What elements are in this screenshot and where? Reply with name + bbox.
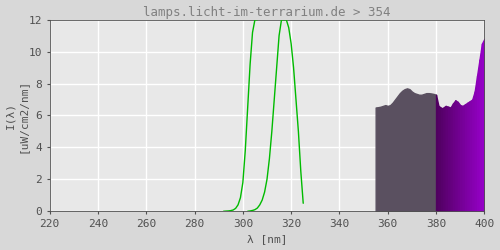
Title: lamps.licht-im-terrarium.de > 354: lamps.licht-im-terrarium.de > 354: [144, 6, 391, 18]
X-axis label: λ [nm]: λ [nm]: [247, 234, 288, 244]
Y-axis label: I(λ)
[uW/cm2/nm]: I(λ) [uW/cm2/nm]: [6, 78, 27, 152]
